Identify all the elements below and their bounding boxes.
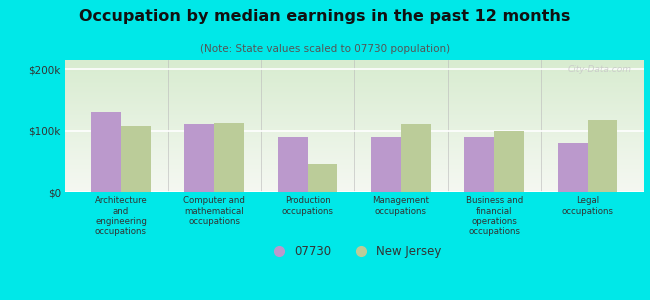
- Text: Occupation by median earnings in the past 12 months: Occupation by median earnings in the pas…: [79, 9, 571, 24]
- Bar: [588, 120, 618, 192]
- Bar: [494, 130, 524, 192]
- Bar: [121, 126, 151, 192]
- Bar: [464, 137, 494, 192]
- Bar: [185, 124, 215, 192]
- Bar: [558, 143, 588, 192]
- Text: City-Data.com: City-Data.com: [568, 65, 632, 74]
- Bar: [214, 123, 244, 192]
- Bar: [278, 137, 307, 192]
- Text: (Note: State values scaled to 07730 population): (Note: State values scaled to 07730 popu…: [200, 44, 450, 53]
- Legend: 07730, New Jersey: 07730, New Jersey: [262, 240, 447, 263]
- Bar: [371, 137, 401, 192]
- Bar: [401, 124, 431, 192]
- Bar: [91, 112, 121, 192]
- Bar: [307, 164, 337, 192]
